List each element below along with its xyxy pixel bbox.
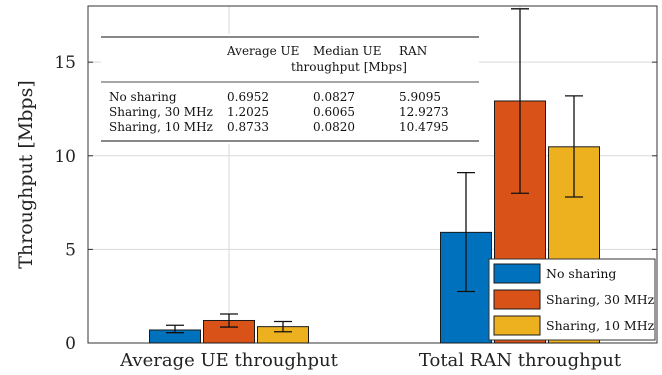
legend-label: Sharing, 10 MHz xyxy=(546,318,655,333)
y-tick-label: 15 xyxy=(54,53,76,73)
table-cell: Sharing, 10 MHz xyxy=(109,120,213,134)
y-axis-title: Throughput [Mbps] xyxy=(15,80,37,269)
x-category-label: Average UE throughput xyxy=(119,350,338,371)
table-cell: Sharing, 30 MHz xyxy=(109,105,213,119)
legend-label: No sharing xyxy=(546,266,616,281)
table-cell: 1.2025 xyxy=(227,105,269,119)
table-cell: No sharing xyxy=(109,90,177,104)
table-cell: 0.6065 xyxy=(313,105,355,119)
table-cell: 12.9273 xyxy=(399,105,449,119)
table-cell: 0.0820 xyxy=(313,120,355,134)
legend-swatch xyxy=(493,263,541,284)
legend-swatch xyxy=(493,289,541,310)
table-subheader: throughput [Mbps] xyxy=(291,60,407,74)
table-header: Median UE xyxy=(313,44,381,58)
legend-label: Sharing, 30 MHz xyxy=(546,292,655,307)
table-cell: 10.4795 xyxy=(399,120,449,134)
plot-frame xyxy=(87,5,658,344)
x-category-label: Total RAN throughput xyxy=(419,350,622,371)
table-cell: 5.9095 xyxy=(399,90,441,104)
table-cell: 0.8733 xyxy=(227,120,269,134)
table-header: Average UE xyxy=(226,44,299,58)
table-cell: 0.6952 xyxy=(227,90,269,104)
y-tick-label: 5 xyxy=(65,240,76,260)
y-tick-label: 0 xyxy=(65,334,76,354)
legend-swatch xyxy=(493,315,541,336)
table-cell: 0.0827 xyxy=(313,90,355,104)
table-header: RAN xyxy=(399,44,427,58)
table-background xyxy=(101,34,479,144)
y-tick-label: 10 xyxy=(54,147,76,167)
